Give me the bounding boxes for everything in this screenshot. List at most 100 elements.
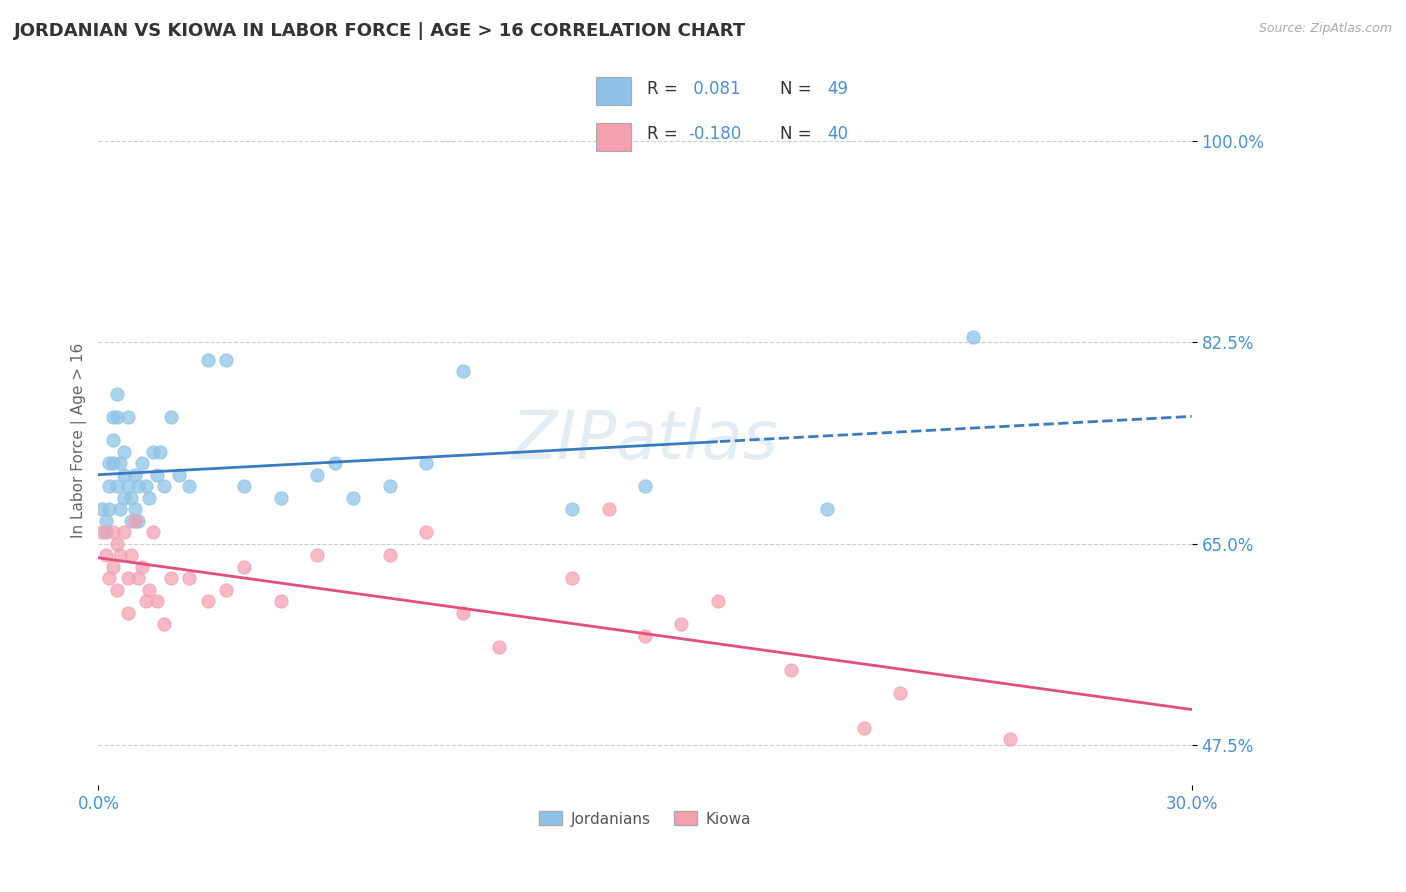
Text: N =: N = [779, 125, 817, 143]
Point [91, 502, 114, 516]
Point [179, 571, 201, 585]
Point [342, 491, 364, 505]
Point [149, 444, 172, 458]
Text: R =: R = [647, 125, 683, 143]
Point [124, 467, 146, 482]
Point [160, 410, 183, 425]
Point [145, 467, 167, 482]
Point [110, 456, 132, 470]
Point [127, 479, 149, 493]
Point [707, 594, 730, 608]
Point [101, 559, 124, 574]
Point [153, 479, 176, 493]
Point [98, 571, 121, 585]
Point [451, 364, 474, 378]
Point [779, 663, 801, 677]
Point [215, 352, 238, 367]
FancyBboxPatch shape [596, 78, 631, 104]
Point [634, 629, 657, 643]
Point [233, 479, 256, 493]
Point [94, 514, 117, 528]
Point [852, 721, 875, 735]
Point [124, 514, 146, 528]
Point [117, 571, 139, 585]
Text: JORDANIAN VS KIOWA IN LABOR FORCE | AGE > 16 CORRELATION CHART: JORDANIAN VS KIOWA IN LABOR FORCE | AGE … [14, 22, 747, 40]
Point [378, 548, 401, 562]
Text: 49: 49 [827, 80, 848, 98]
Point [94, 525, 117, 540]
Point [197, 352, 219, 367]
Point [117, 479, 139, 493]
Point [451, 606, 474, 620]
Point [998, 732, 1021, 747]
Point [142, 444, 165, 458]
Point [138, 491, 160, 505]
Point [415, 525, 437, 540]
Point [112, 467, 135, 482]
Point [131, 559, 153, 574]
Point [634, 479, 657, 493]
Text: ZIPatlas: ZIPatlas [512, 407, 779, 473]
Point [197, 594, 219, 608]
Point [135, 479, 157, 493]
Point [105, 387, 128, 401]
Point [270, 491, 292, 505]
Point [110, 502, 132, 516]
Point [179, 479, 201, 493]
Point [98, 456, 121, 470]
Point [105, 582, 128, 597]
Text: N =: N = [779, 80, 817, 98]
Point [305, 467, 328, 482]
Point [167, 467, 190, 482]
Point [101, 525, 124, 540]
Point [215, 582, 238, 597]
Point [120, 491, 142, 505]
Point [415, 456, 437, 470]
Point [160, 571, 183, 585]
Text: 0.081: 0.081 [688, 80, 741, 98]
Point [598, 502, 620, 516]
Point [105, 410, 128, 425]
Point [131, 456, 153, 470]
Legend: Jordanians, Kiowa: Jordanians, Kiowa [533, 805, 758, 832]
Text: -0.180: -0.180 [688, 125, 741, 143]
Point [112, 491, 135, 505]
Point [127, 571, 149, 585]
Point [101, 433, 124, 447]
Point [110, 548, 132, 562]
Point [127, 514, 149, 528]
Text: R =: R = [647, 80, 683, 98]
Point [112, 444, 135, 458]
Point [105, 479, 128, 493]
Point [117, 410, 139, 425]
Point [233, 559, 256, 574]
Point [124, 502, 146, 516]
Point [135, 594, 157, 608]
Point [98, 502, 121, 516]
Point [112, 525, 135, 540]
Point [91, 525, 114, 540]
Point [815, 502, 838, 516]
Point [105, 536, 128, 550]
Point [153, 617, 176, 632]
Point [138, 582, 160, 597]
Point [94, 548, 117, 562]
FancyBboxPatch shape [596, 123, 631, 151]
Text: 40: 40 [827, 125, 848, 143]
Point [142, 525, 165, 540]
Point [561, 502, 583, 516]
Point [323, 456, 346, 470]
Point [962, 329, 984, 343]
Point [671, 617, 693, 632]
Point [145, 594, 167, 608]
Point [561, 571, 583, 585]
Y-axis label: In Labor Force | Age > 16: In Labor Force | Age > 16 [72, 343, 87, 538]
Point [101, 410, 124, 425]
Point [101, 456, 124, 470]
Point [305, 548, 328, 562]
Point [378, 479, 401, 493]
Point [98, 479, 121, 493]
Point [120, 514, 142, 528]
Point [488, 640, 510, 654]
Point [889, 686, 911, 700]
